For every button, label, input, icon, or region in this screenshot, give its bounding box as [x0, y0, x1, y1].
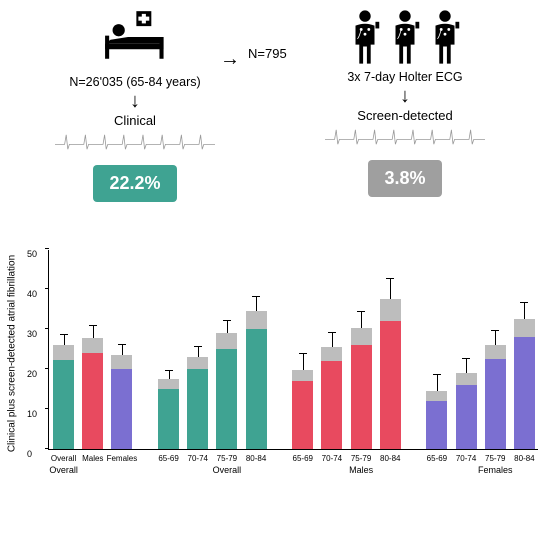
holter-label: 3x 7-day Holter ECG — [315, 70, 495, 84]
phase-screen-label: Screen-detected — [315, 108, 495, 123]
y-tick-label: 40 — [27, 289, 37, 299]
pct-clinical-box: 22.2% — [93, 165, 176, 202]
phase-clinical-label: Clinical — [45, 113, 225, 128]
n-clinical-label: N=26'035 (65-84 years) — [45, 75, 225, 89]
ecg-trace-icon — [325, 125, 485, 149]
cohort-clinical: N=26'035 (65-84 years) ↓ Clinical 22.2% — [45, 8, 225, 202]
x-tick-label: 80-84 — [238, 454, 274, 463]
x-tick-label: Females — [104, 454, 140, 463]
x-group-label: Overall — [49, 465, 78, 475]
x-tick-label: 80-84 — [506, 454, 542, 463]
y-tick-label: 0 — [27, 449, 32, 459]
y-tick-label: 10 — [27, 409, 37, 419]
x-group-label: Overall — [213, 465, 242, 475]
holter-person-icon — [346, 8, 384, 66]
pct-screen-box: 3.8% — [368, 160, 441, 197]
y-axis-label: Clinical plus screen-detected atrial fib… — [7, 154, 18, 554]
y-tick-label: 30 — [27, 329, 37, 339]
arrow-right-icon: → — [220, 48, 240, 71]
arrow-down-icon: ↓ — [45, 91, 225, 111]
n-subset-label: N=795 — [248, 46, 287, 61]
ecg-trace-icon — [55, 130, 215, 154]
af-bar-chart: Clinical plus screen-detected atrial fib… — [10, 248, 540, 498]
holter-person-icon — [426, 8, 464, 66]
x-group-label: Males — [349, 465, 373, 475]
holter-person-icon — [386, 8, 424, 66]
cohort-screen: 3x 7-day Holter ECG ↓ Screen-detected 3.… — [315, 8, 495, 197]
x-tick-label: 80-84 — [372, 454, 408, 463]
arrow-down-icon: ↓ — [315, 86, 495, 106]
y-tick-label: 20 — [27, 369, 37, 379]
y-tick-label: 50 — [27, 249, 37, 259]
x-group-label: Females — [478, 465, 513, 475]
hospital-bed-icon — [101, 8, 169, 66]
